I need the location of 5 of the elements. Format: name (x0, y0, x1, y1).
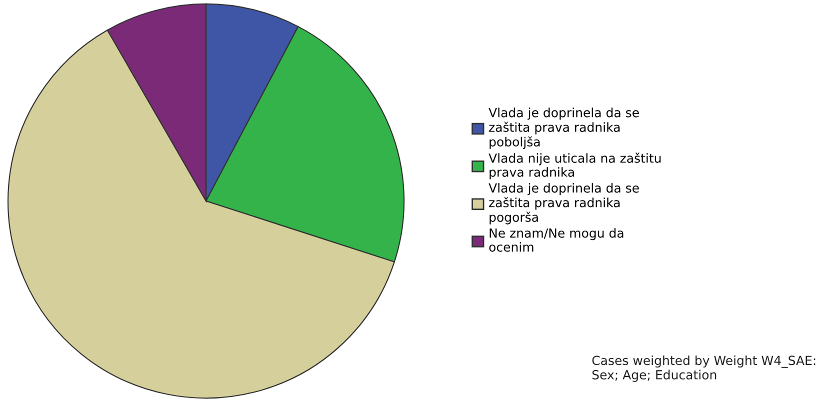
legend-label: Vlada je doprinela da se zaštita prava radnika poboljša (488, 108, 639, 149)
legend-label: Vlada je doprinela da se zaštita prava radnika pogorša (488, 183, 639, 224)
legend-label: Ne znam/Ne mogu da ocenim (489, 228, 624, 252)
legend-label: Vlada nije uticala na zaštitu prava radnika (488, 152, 661, 180)
text: Cases weighted by Weight W4_SAE: Sex; Age; Education (592, 355, 816, 382)
